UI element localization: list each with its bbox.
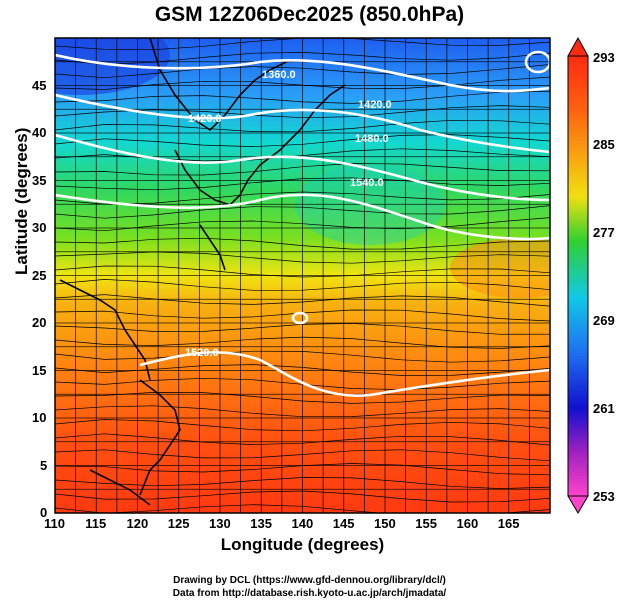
y-tick-label: 5 (40, 457, 48, 473)
low-center (524, 50, 550, 74)
contour-1540 (55, 193, 550, 241)
credit-line: Data from http://database.rish.kyoto-u.a… (172, 588, 447, 599)
y-axis-label: Latitude (degrees) (12, 127, 31, 275)
y-tick-label: 0 (40, 505, 48, 520)
x-tick-label: 135 (250, 516, 272, 531)
x-tick-label: 155 (415, 516, 437, 531)
contour-label: 1540.0 (350, 177, 384, 189)
geopotential-contours (55, 50, 550, 397)
contour-labels: 1360.0 1420.0 1420.0 1480.0 1540.0 1520.… (185, 69, 392, 359)
colorbar-tick-label: 253 (593, 489, 615, 504)
x-axis-label: Longitude (degrees) (220, 535, 385, 554)
x-tick-label: 110 (44, 516, 65, 531)
cold-region (55, 38, 170, 95)
credits: Drawing by DCL (https://www.gfd-dennou.o… (0, 574, 619, 600)
y-tick-label: 30 (32, 220, 47, 235)
contour-1420 (55, 93, 550, 154)
colorbar-bottom-arrow (567, 495, 589, 514)
contour-label: 1480.0 (355, 133, 389, 145)
y-tick-label: 15 (32, 362, 47, 378)
high-center (291, 311, 309, 325)
x-tick-label: 120 (126, 516, 149, 531)
x-tick-label: 115 (85, 516, 107, 531)
colorbar-tick-label: 277 (593, 225, 615, 240)
y-tick-label: 45 (32, 77, 47, 93)
colorbar-tick-label: 261 (593, 401, 615, 416)
contour-label: 1420.0 (188, 113, 222, 125)
y-tick-label: 20 (32, 315, 47, 330)
contour-label: 1520.0 (185, 347, 219, 359)
chart-title: GSM 12Z06Dec2025 (850.0hPa) (154, 3, 465, 26)
y-tick-label: 25 (32, 267, 47, 283)
x-tick-label: 150 (374, 516, 396, 531)
x-tick-label: 160 (456, 516, 479, 531)
y-tick-label: 10 (32, 410, 47, 425)
y-tick-label: 40 (32, 125, 47, 140)
colorbar (567, 55, 589, 497)
coastlines (59, 38, 346, 506)
y-tick-label: 35 (32, 172, 47, 188)
colorbar-tick-label: 269 (593, 313, 615, 328)
colorbar-ticks: 293 285 277 269 261 253 (593, 50, 615, 504)
colorbar-tick-label: 293 (593, 50, 615, 65)
wind-streamlines (55, 38, 550, 513)
colorbar-tick-label: 285 (593, 137, 615, 152)
contour-label: 1360.0 (262, 69, 296, 81)
plot-frame (54, 37, 551, 514)
warm-region (450, 238, 550, 298)
contour-1480 (55, 133, 550, 202)
colorbar-top-arrow (567, 36, 589, 57)
contour-1360 (55, 53, 550, 93)
x-tick-label: 130 (209, 516, 231, 531)
contour-label: 1420.0 (358, 99, 392, 111)
x-tick-label: 145 (332, 516, 355, 531)
contour-1520 (139, 351, 550, 397)
x-tick-label: 125 (167, 516, 190, 531)
x-tick-label: 165 (497, 516, 520, 531)
credit-line: Drawing by DCL (https://www.gfd-dennou.o… (173, 575, 446, 586)
x-tick-label: 140 (291, 516, 314, 531)
